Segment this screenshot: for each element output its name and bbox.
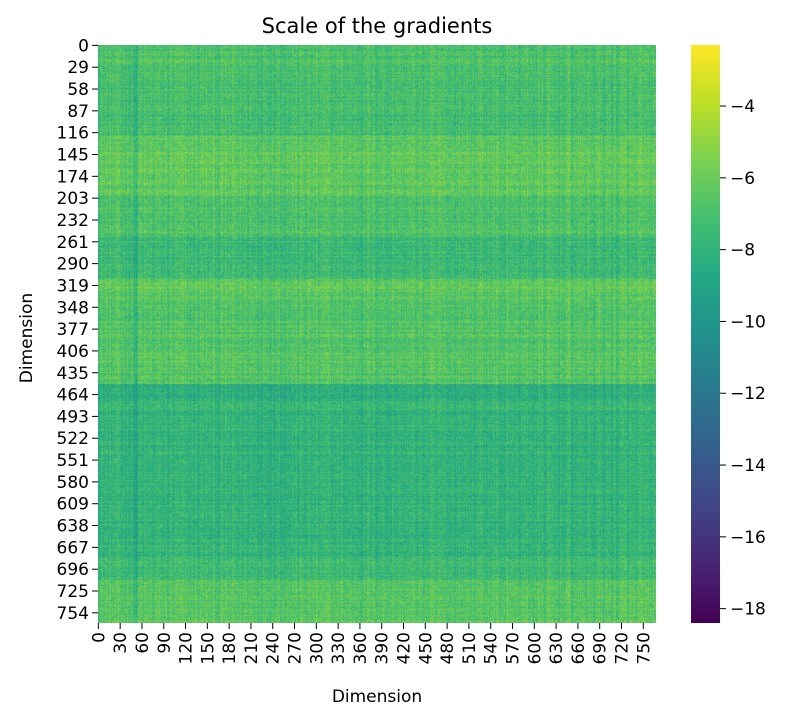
x-tick-label: 450 bbox=[416, 632, 436, 664]
x-tick-label: 90 bbox=[155, 632, 175, 654]
y-tick-label: 464 bbox=[57, 386, 89, 406]
y-tick-label: 377 bbox=[57, 320, 89, 340]
x-tick-label: 420 bbox=[395, 632, 415, 664]
y-tick-label: 551 bbox=[57, 451, 89, 471]
x-axis-ticks: 0 30 60 90 120 150 180 210 240 270 300 330 360 390 420… bbox=[89, 623, 654, 664]
x-tick-label: 690 bbox=[591, 632, 611, 664]
y-tick-label: 174 bbox=[57, 167, 89, 187]
x-tick-label: 510 bbox=[460, 632, 480, 664]
y-tick-label: 667 bbox=[57, 538, 89, 558]
y-tick-label: 319 bbox=[57, 276, 89, 296]
x-axis-label: Dimension bbox=[332, 687, 422, 707]
x-tick-label: 270 bbox=[286, 632, 306, 664]
colorbar-tick-label: −10 bbox=[730, 312, 766, 332]
colorbar-tick-label: −6 bbox=[730, 169, 755, 189]
y-tick-label: 406 bbox=[57, 342, 89, 362]
y-axis-label: Dimension bbox=[17, 293, 37, 383]
x-tick-label: 570 bbox=[504, 632, 524, 664]
heatmap-canvas bbox=[98, 45, 656, 623]
x-tick-label: 300 bbox=[307, 632, 327, 664]
y-tick-label: 638 bbox=[57, 517, 89, 537]
x-tick-label: 210 bbox=[242, 632, 262, 664]
x-tick-label: 750 bbox=[634, 632, 654, 664]
y-axis-ticks: 0295887116145174203232261290319348377406… bbox=[57, 36, 98, 624]
y-tick-label: 522 bbox=[57, 429, 89, 449]
x-tick-label: 630 bbox=[547, 632, 567, 664]
x-tick-label: 240 bbox=[264, 632, 284, 664]
colorbar-tick-label: −16 bbox=[730, 528, 766, 548]
y-tick-label: 754 bbox=[57, 604, 89, 624]
x-tick-label: 30 bbox=[111, 632, 131, 654]
y-tick-label: 696 bbox=[57, 560, 89, 580]
x-tick-label: 390 bbox=[373, 632, 393, 664]
y-tick-label: 145 bbox=[57, 146, 89, 166]
y-tick-label: 580 bbox=[57, 473, 89, 493]
y-tick-label: 232 bbox=[57, 211, 89, 231]
y-tick-label: 609 bbox=[57, 495, 89, 515]
x-tick-label: 120 bbox=[177, 632, 197, 664]
x-tick-label: 330 bbox=[329, 632, 349, 664]
y-tick-label: 493 bbox=[57, 407, 89, 427]
colorbar-tick-label: −18 bbox=[730, 600, 766, 620]
y-tick-label: 348 bbox=[57, 298, 89, 318]
colorbar-tick-label: −4 bbox=[730, 97, 755, 117]
colorbar-tick-label: −12 bbox=[730, 384, 766, 404]
colorbar-gradient bbox=[691, 45, 720, 623]
y-tick-label: 87 bbox=[67, 102, 89, 122]
colorbar-ticks: −4 −6 −8 −10 −12 −14 −16 −18 bbox=[720, 97, 766, 620]
y-tick-label: 725 bbox=[57, 582, 89, 602]
x-tick-label: 540 bbox=[482, 632, 502, 664]
y-tick-label: 435 bbox=[57, 364, 89, 384]
x-tick-label: 480 bbox=[438, 632, 458, 664]
x-tick-label: 180 bbox=[220, 632, 240, 664]
x-tick-label: 660 bbox=[569, 632, 589, 664]
x-tick-label: 0 bbox=[89, 632, 109, 643]
y-tick-label: 203 bbox=[57, 189, 89, 209]
y-tick-label: 116 bbox=[57, 124, 89, 144]
chart-title: Scale of the gradients bbox=[262, 14, 493, 38]
colorbar-tick-label: −8 bbox=[730, 241, 755, 261]
y-tick-label: 58 bbox=[67, 80, 89, 100]
x-tick-label: 600 bbox=[525, 632, 545, 664]
y-tick-label: 261 bbox=[57, 233, 89, 253]
x-tick-label: 150 bbox=[198, 632, 218, 664]
x-tick-label: 720 bbox=[612, 632, 632, 664]
y-tick-label: 290 bbox=[57, 255, 89, 275]
heatmap-plot-area bbox=[98, 45, 656, 623]
x-tick-label: 360 bbox=[351, 632, 371, 664]
x-tick-label: 60 bbox=[133, 632, 153, 654]
y-tick-label: 29 bbox=[67, 58, 89, 78]
y-tick-label: 0 bbox=[78, 36, 89, 56]
colorbar: −4 −6 −8 −10 −12 −14 −16 −18 bbox=[691, 45, 766, 623]
colorbar-tick-label: −14 bbox=[730, 456, 766, 476]
